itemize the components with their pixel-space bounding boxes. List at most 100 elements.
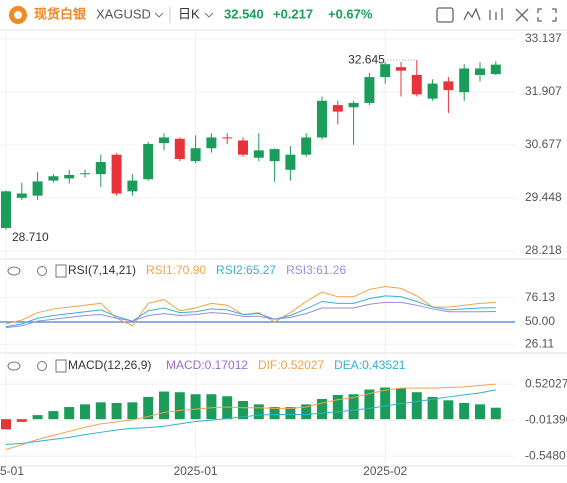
logo-inner xyxy=(14,11,22,19)
candle-body xyxy=(80,173,90,175)
y-tick-label: 28.218 xyxy=(525,243,562,257)
tool-icon[interactable] xyxy=(463,7,481,21)
y-tick-label: 26.11 xyxy=(525,336,554,350)
legend-entry: RSI3:61.26 xyxy=(286,263,346,277)
macd-bar xyxy=(80,404,90,420)
macd-bar xyxy=(222,396,233,420)
tool-icon[interactable] xyxy=(489,8,503,20)
y-tick-label: 31.907 xyxy=(525,84,562,98)
macd-bar xyxy=(332,394,343,420)
change: +0.217 xyxy=(273,6,313,21)
candle-body xyxy=(206,137,217,149)
macd-bar xyxy=(364,389,375,420)
gear-icon[interactable] xyxy=(37,361,47,371)
candle-body xyxy=(364,77,375,103)
candle-body xyxy=(269,149,280,162)
box-icon[interactable] xyxy=(55,359,67,373)
candle-body xyxy=(301,137,312,155)
y-tick-label: 30.677 xyxy=(525,137,562,151)
candle-body xyxy=(396,67,406,71)
macd-bar xyxy=(443,400,454,420)
candle-body xyxy=(48,176,59,181)
macd-bar xyxy=(206,394,217,420)
macd-bar xyxy=(238,400,248,420)
panel-tools xyxy=(7,264,67,373)
gear-icon[interactable] xyxy=(37,266,47,276)
candle-body xyxy=(190,148,201,162)
tool-icon[interactable] xyxy=(537,8,557,22)
candle-body xyxy=(475,68,485,75)
candle-body xyxy=(238,140,248,155)
candle-body xyxy=(443,81,454,91)
candle-body xyxy=(490,64,501,75)
x-tick-label: 5-01 xyxy=(0,464,24,478)
y-tick-label: -0.01390 xyxy=(525,412,567,426)
candle-body xyxy=(380,64,391,78)
candle-body xyxy=(332,105,343,112)
macd-bar xyxy=(301,404,312,420)
candle-body xyxy=(111,154,122,194)
macd-bar xyxy=(253,404,264,420)
candle-body xyxy=(411,74,422,95)
panel-title: MACD(12,26,9) xyxy=(68,358,151,372)
toolbar xyxy=(436,7,557,23)
macd-bar xyxy=(285,407,296,420)
x-tick-label: 2025-01 xyxy=(174,464,218,478)
macd-bar xyxy=(127,402,138,420)
y-tick-label: -0.54807 xyxy=(525,448,567,462)
candle-body xyxy=(253,150,264,158)
macd-bar xyxy=(380,387,391,420)
macd-bar xyxy=(427,396,438,420)
candle-body xyxy=(317,100,327,138)
period[interactable]: 日K xyxy=(178,6,200,21)
line-series xyxy=(5,295,496,328)
price: 32.540 xyxy=(224,6,264,21)
eye-icon[interactable] xyxy=(7,266,21,276)
dropdown-icon[interactable] xyxy=(154,12,164,18)
macd-bar xyxy=(64,407,75,420)
annotation: 28.710 xyxy=(12,230,49,244)
candle-body xyxy=(159,137,169,144)
y-tick-label: 0.52027 xyxy=(525,376,567,390)
macd-bar xyxy=(459,403,470,420)
symbol[interactable]: XAGUSD xyxy=(96,6,151,21)
panel-title: RSI(7,14,21) xyxy=(68,263,136,277)
eye-icon[interactable] xyxy=(7,361,21,371)
annotation: 32.645 xyxy=(348,52,385,66)
legend-entry: DEA:0.43521 xyxy=(334,358,406,372)
macd-bar xyxy=(48,411,59,420)
candle-body xyxy=(32,181,43,196)
box-icon[interactable] xyxy=(55,264,67,278)
line-series xyxy=(5,301,496,329)
candle-body xyxy=(16,193,27,198)
macd-bar xyxy=(190,394,201,420)
macd-bar xyxy=(32,415,43,420)
macd-bar xyxy=(269,407,280,420)
y-tick-label: 29.448 xyxy=(525,190,562,204)
candle-body xyxy=(143,143,154,180)
macd-bar xyxy=(1,419,11,430)
macd-bar xyxy=(95,402,106,420)
macd-bar xyxy=(174,392,185,420)
legend-entry: RSI1:70.90 xyxy=(146,263,206,277)
macd-bar xyxy=(411,392,422,420)
y-tick-label: 33.137 xyxy=(525,31,562,45)
y-tick-label: 76.13 xyxy=(525,290,555,304)
tool-icon[interactable] xyxy=(515,8,529,22)
candle-body xyxy=(95,162,106,175)
tool-icon[interactable] xyxy=(436,7,454,23)
legend-entry: MACD:0.17012 xyxy=(166,358,248,372)
candle-body xyxy=(64,174,75,179)
x-tick-label: 2025-02 xyxy=(363,464,407,478)
macd-bar xyxy=(475,404,485,420)
macd-bar xyxy=(317,398,327,420)
macd-bar xyxy=(111,403,122,420)
macd-bar xyxy=(143,396,154,420)
dropdown-icon[interactable] xyxy=(204,12,214,18)
macd-bar xyxy=(348,394,359,420)
change-percent: +0.67% xyxy=(328,6,373,21)
line-series xyxy=(5,383,496,450)
candle-body xyxy=(427,83,438,99)
